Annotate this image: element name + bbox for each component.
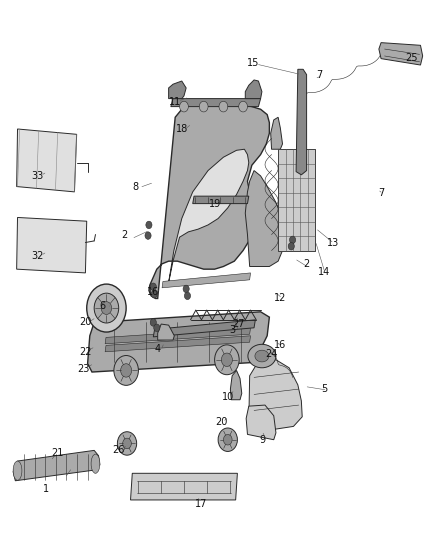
Text: 13: 13 [327, 238, 339, 247]
Ellipse shape [218, 428, 237, 451]
Polygon shape [245, 171, 284, 266]
Polygon shape [193, 196, 249, 204]
Text: 2: 2 [304, 259, 310, 269]
Polygon shape [13, 450, 100, 481]
Text: 1: 1 [43, 484, 49, 494]
Polygon shape [88, 312, 269, 372]
Polygon shape [379, 43, 423, 65]
Text: 32: 32 [31, 251, 43, 261]
Ellipse shape [239, 101, 247, 112]
Text: 23: 23 [77, 364, 89, 374]
Text: 21: 21 [51, 448, 63, 458]
Ellipse shape [151, 290, 157, 298]
Polygon shape [105, 336, 251, 352]
Ellipse shape [183, 285, 189, 293]
Ellipse shape [223, 434, 232, 445]
Text: 20: 20 [215, 417, 227, 427]
Text: 15: 15 [247, 58, 259, 68]
Text: 19: 19 [208, 199, 221, 208]
Text: 22: 22 [79, 347, 92, 357]
Text: 27: 27 [233, 319, 245, 328]
Polygon shape [296, 69, 307, 175]
Ellipse shape [87, 284, 126, 332]
Text: 14: 14 [318, 267, 330, 277]
Ellipse shape [255, 350, 269, 362]
Ellipse shape [180, 101, 188, 112]
Text: 16: 16 [274, 341, 286, 350]
Ellipse shape [94, 293, 119, 323]
Ellipse shape [199, 101, 208, 112]
Text: 16: 16 [147, 287, 159, 297]
Text: 6: 6 [100, 302, 106, 311]
Text: 12: 12 [274, 294, 286, 303]
Ellipse shape [248, 344, 276, 368]
Text: 26: 26 [112, 446, 124, 455]
Polygon shape [131, 473, 237, 500]
Ellipse shape [123, 438, 131, 449]
Ellipse shape [215, 345, 239, 375]
Ellipse shape [13, 461, 22, 480]
Text: 24: 24 [265, 349, 278, 359]
Ellipse shape [91, 454, 100, 473]
Polygon shape [149, 101, 269, 298]
Polygon shape [162, 273, 251, 288]
Text: 7: 7 [378, 188, 384, 198]
Text: 7: 7 [317, 70, 323, 79]
Text: 2: 2 [122, 230, 128, 239]
Polygon shape [158, 324, 174, 340]
Polygon shape [249, 360, 302, 429]
Text: 33: 33 [31, 171, 43, 181]
Ellipse shape [120, 364, 132, 377]
Ellipse shape [184, 292, 191, 300]
Polygon shape [17, 217, 87, 273]
Polygon shape [271, 117, 283, 149]
Text: 18: 18 [176, 124, 188, 134]
Polygon shape [245, 80, 262, 99]
Ellipse shape [221, 353, 233, 367]
Ellipse shape [219, 101, 228, 112]
Polygon shape [171, 99, 261, 107]
Ellipse shape [114, 356, 138, 385]
Polygon shape [169, 81, 186, 99]
Text: 11: 11 [169, 98, 181, 107]
Text: 5: 5 [321, 384, 327, 394]
Ellipse shape [101, 302, 112, 314]
Polygon shape [169, 149, 249, 282]
Ellipse shape [150, 319, 156, 326]
Ellipse shape [146, 221, 152, 229]
Ellipse shape [288, 243, 294, 250]
Ellipse shape [154, 324, 160, 332]
Polygon shape [105, 328, 251, 344]
Ellipse shape [150, 283, 156, 290]
Ellipse shape [290, 236, 296, 244]
Text: 4: 4 [155, 344, 161, 354]
Text: 25: 25 [406, 53, 418, 62]
Polygon shape [246, 405, 276, 440]
Polygon shape [278, 149, 315, 251]
Ellipse shape [117, 432, 137, 455]
Text: 10: 10 [222, 392, 234, 402]
Text: 17: 17 [195, 499, 208, 508]
Polygon shape [17, 129, 77, 192]
Text: 20: 20 [79, 318, 92, 327]
Ellipse shape [145, 232, 151, 239]
Polygon shape [153, 320, 255, 337]
Polygon shape [230, 370, 242, 400]
Text: 3: 3 [229, 326, 235, 335]
Text: 9: 9 [260, 435, 266, 445]
Text: 8: 8 [133, 182, 139, 191]
